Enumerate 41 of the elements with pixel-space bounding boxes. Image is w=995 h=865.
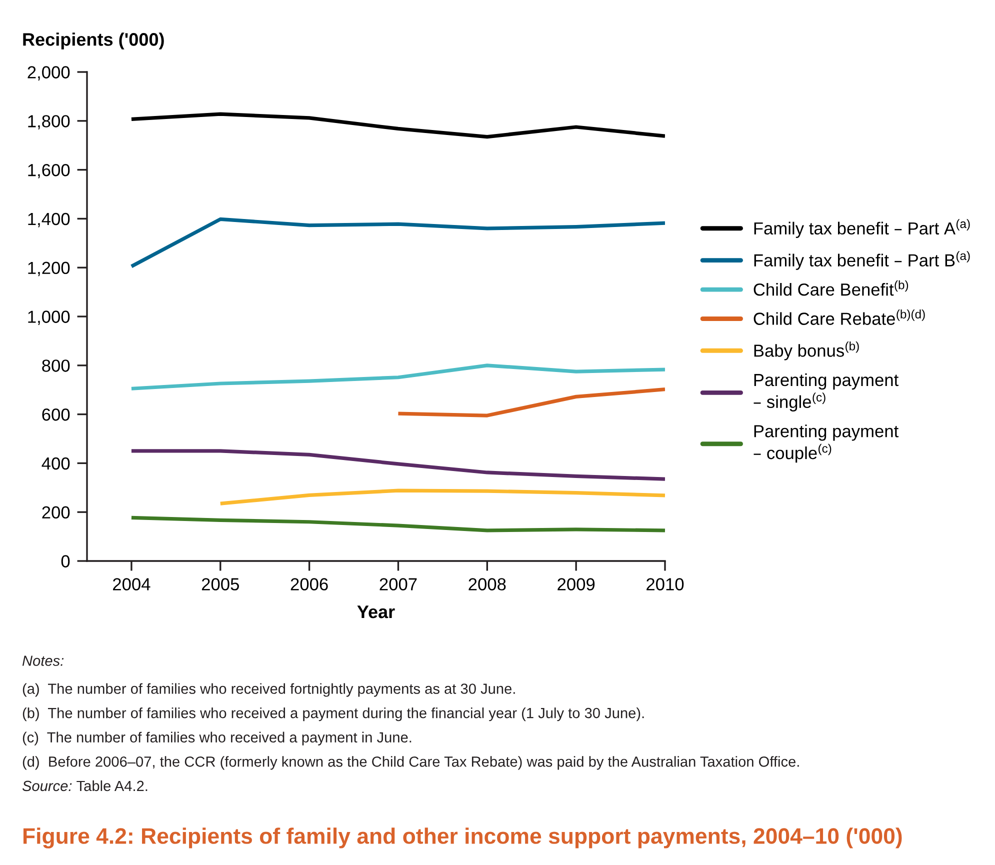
text: (b) The number of families who received a payment during the financial year (1 July to 30 June). <box>22 708 644 722</box>
line-series <box>130 112 665 139</box>
text: (a) The number of families who received fortnightly payments as at 30 June. <box>22 683 515 697</box>
line-series <box>130 217 665 268</box>
text: Figure 4.2: Recipients of family and other income support payments, 2004–10 ('000) <box>23 828 902 848</box>
legend-label: Parenting payment – couple$^{(c)}$ <box>754 424 899 463</box>
y-tick-label: 1,600 <box>28 164 70 178</box>
legend-label: Family tax benefit – Part B$^{(a)}$ <box>754 251 970 270</box>
line-series <box>130 449 665 481</box>
y-tick-label: 400 <box>42 457 70 470</box>
x-tick-label: 2010 <box>646 578 684 590</box>
y-tick-label: 1,200 <box>28 262 70 276</box>
x-tick-label: 2008 <box>468 578 506 590</box>
text: (c) The number of families who received a payment in June. <box>22 732 412 746</box>
x-tick-label: 2004 <box>113 578 150 590</box>
text: Notes: <box>22 656 64 666</box>
x-tick-label: 2006 <box>290 578 328 590</box>
y-tick-label: 600 <box>42 408 70 421</box>
legend-label: Parenting payment – single$^{(c)}$ <box>754 373 899 412</box>
x-tick-label: 2005 <box>202 578 239 590</box>
line-series <box>396 388 665 418</box>
legend-label: Child Care Benefit$^{(b)}$ <box>754 280 908 296</box>
line-series <box>130 516 665 532</box>
y-axis-title: Recipients ('000) <box>23 32 164 50</box>
y-tick-label: 200 <box>42 506 70 519</box>
y-tick-label: 1,000 <box>28 310 70 326</box>
text: (d) Before 2006–07, the CCR (formerly known as the Child Care Tax Rebate) was paid by the Australian Taxation Office. <box>22 756 799 770</box>
x-tick-label: 2009 <box>558 578 595 590</box>
source-note: Source: Table A4.2. <box>22 780 148 792</box>
legend-label: Family tax benefit – Part A$^{(a)}$ <box>754 219 970 238</box>
y-tick-label: 800 <box>42 360 70 372</box>
x-tick-label: 2007 <box>380 578 417 590</box>
legend-label: Child Care Rebate$^{(b)(d)}$ <box>754 310 925 325</box>
legend-label: Baby bonus$^{(b)}$ <box>754 341 859 360</box>
y-tick-label: 0 <box>61 555 70 568</box>
y-tick-label: 2,000 <box>28 66 70 81</box>
line-series <box>130 364 665 390</box>
line-series <box>218 488 665 506</box>
y-tick-label: 1,800 <box>28 115 70 130</box>
y-tick-label: 1,400 <box>28 212 70 228</box>
x-axis-title: Year <box>357 606 395 618</box>
